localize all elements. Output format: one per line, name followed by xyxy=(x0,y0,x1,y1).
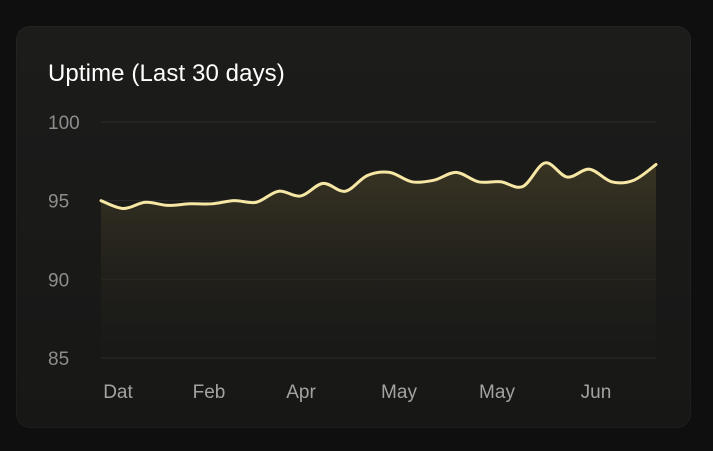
y-tick-label: 100 xyxy=(48,113,80,134)
y-tick-label: 95 xyxy=(48,192,69,213)
y-axis-ticks: 100 95 90 85 xyxy=(48,113,80,370)
area-fill-shape xyxy=(101,163,656,358)
x-tick-label: May xyxy=(381,382,417,403)
x-tick-label: Feb xyxy=(193,382,226,403)
x-tick-label: Dat xyxy=(103,382,133,403)
x-tick-label: May xyxy=(479,382,515,403)
y-tick-label: 90 xyxy=(48,270,69,291)
x-axis-ticks: Dat Feb Apr May May Jun xyxy=(103,382,611,403)
x-tick-label: Apr xyxy=(286,382,316,403)
area-fill xyxy=(101,163,656,358)
y-tick-label: 85 xyxy=(48,349,69,370)
x-tick-label: Jun xyxy=(581,382,612,403)
